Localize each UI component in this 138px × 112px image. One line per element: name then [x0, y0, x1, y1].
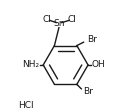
Text: Cl: Cl: [42, 15, 51, 24]
Text: Sn: Sn: [53, 19, 65, 28]
Text: Cl: Cl: [68, 15, 77, 24]
Text: HCl: HCl: [19, 101, 34, 110]
Text: Br: Br: [84, 87, 93, 96]
Text: NH₂: NH₂: [22, 60, 39, 69]
Text: OH: OH: [92, 60, 106, 69]
Text: Br: Br: [87, 36, 97, 44]
